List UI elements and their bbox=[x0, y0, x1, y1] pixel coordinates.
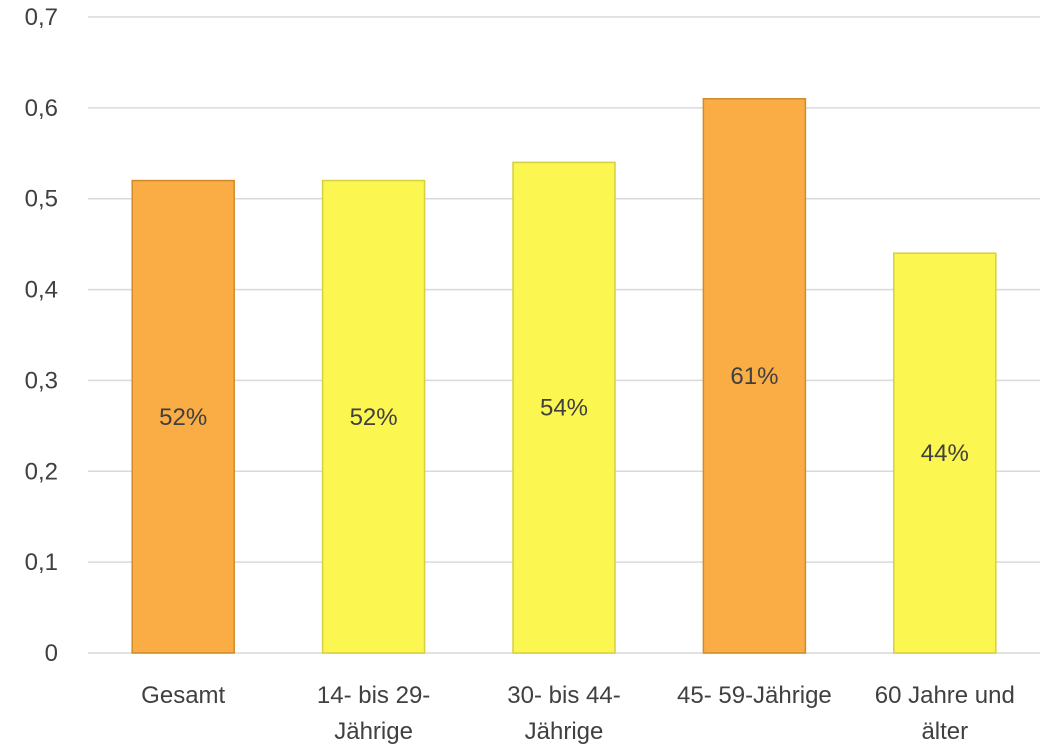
y-tick-label: 0,1 bbox=[25, 549, 58, 576]
x-category-label: 14- bis 29-Jährige bbox=[317, 682, 430, 745]
x-axis-category-labels: Gesamt 14- bis 29-Jährige 30- bis 44-Jähri… bbox=[141, 682, 1015, 745]
data-label: 52% bbox=[350, 404, 398, 431]
bar bbox=[893, 252, 997, 654]
data-label: 61% bbox=[730, 363, 778, 390]
x-category-label: Gesamt bbox=[141, 682, 225, 709]
y-tick-label: 0,2 bbox=[25, 458, 58, 485]
data-label: 54% bbox=[540, 395, 588, 422]
y-axis-tick-labels: 0 0,1 0,2 0,3 0,4 0,5 0,6 0,7 bbox=[25, 4, 58, 667]
y-tick-label: 0,5 bbox=[25, 186, 58, 213]
bars bbox=[131, 98, 997, 654]
bar bbox=[131, 179, 235, 654]
bar bbox=[321, 179, 426, 654]
x-category-label: 60 Jahre und älter bbox=[875, 682, 1015, 745]
y-tick-label: 0,4 bbox=[25, 277, 58, 304]
x-category-label: 45- 59-Jährige bbox=[677, 682, 832, 709]
x-category-label: 30- bis 44-Jährige bbox=[507, 682, 620, 745]
bar bbox=[512, 161, 616, 654]
y-tick-label: 0,7 bbox=[25, 4, 58, 31]
bar bbox=[702, 98, 807, 654]
y-tick-label: 0,3 bbox=[25, 367, 58, 394]
data-label: 52% bbox=[159, 404, 207, 431]
y-tick-label: 0,6 bbox=[25, 95, 58, 122]
y-tick-label: 0 bbox=[45, 640, 58, 667]
data-labels: 52% 52% 54% 61% 44% bbox=[159, 363, 969, 467]
data-label: 44% bbox=[921, 440, 969, 467]
